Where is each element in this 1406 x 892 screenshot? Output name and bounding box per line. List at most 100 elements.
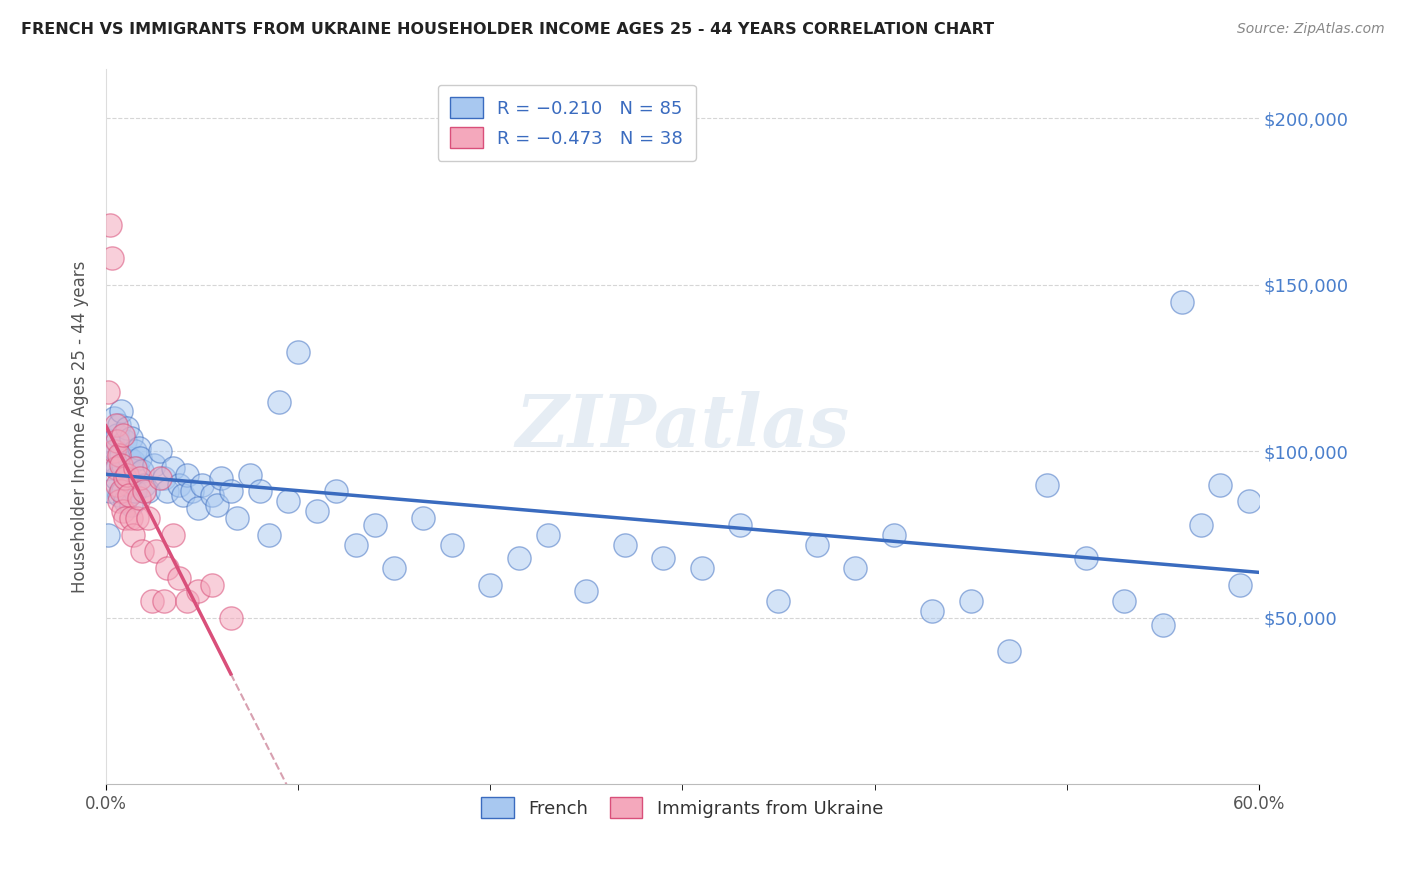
Point (104, 471, 127, 485)
Point (103, 444, 125, 458)
Point (121, 527, 143, 541)
Point (167, 571, 190, 585)
Point (1074, 551, 1097, 566)
Point (1114, 594, 1136, 608)
Point (249, 484, 271, 499)
Point (209, 471, 232, 485)
Point (267, 394, 290, 409)
Point (98, 218, 121, 232)
Point (162, 527, 184, 541)
Point (1229, 577, 1251, 591)
Point (107, 434, 129, 449)
Point (883, 527, 905, 541)
Point (152, 471, 174, 485)
Point (118, 477, 141, 491)
Point (412, 511, 434, 525)
Point (613, 538, 636, 552)
Point (107, 461, 129, 475)
Point (1237, 494, 1260, 508)
Point (1209, 477, 1232, 491)
Point (108, 448, 131, 462)
Point (959, 594, 981, 608)
Point (104, 461, 127, 475)
Point (110, 458, 132, 472)
Point (200, 488, 222, 502)
Point (156, 561, 179, 575)
Point (149, 471, 172, 485)
Point (120, 431, 142, 445)
Point (239, 467, 262, 482)
Text: ZIPatlas: ZIPatlas (516, 391, 849, 462)
Point (104, 417, 127, 432)
Point (112, 504, 135, 518)
Point (277, 494, 299, 508)
Point (107, 427, 129, 442)
Point (149, 444, 172, 458)
Point (114, 434, 136, 449)
Point (104, 444, 127, 458)
Point (162, 461, 184, 475)
Point (172, 488, 194, 502)
Point (1189, 517, 1212, 532)
Point (187, 501, 209, 516)
Point (129, 451, 152, 466)
Point (652, 551, 675, 566)
Point (121, 454, 143, 468)
Point (440, 538, 463, 552)
Point (134, 484, 156, 499)
Point (107, 477, 129, 491)
Point (142, 458, 165, 472)
Point (128, 491, 150, 505)
Point (181, 484, 204, 499)
Point (112, 427, 135, 442)
Text: FRENCH VS IMMIGRANTS FROM UKRAINE HOUSEHOLDER INCOME AGES 25 - 44 YEARS CORRELAT: FRENCH VS IMMIGRANTS FROM UKRAINE HOUSEH… (21, 22, 994, 37)
Point (114, 494, 136, 508)
Point (167, 477, 190, 491)
Point (257, 527, 280, 541)
Point (382, 561, 405, 575)
Point (118, 488, 141, 502)
Point (100, 434, 122, 449)
Point (806, 538, 828, 552)
Point (728, 517, 751, 532)
Point (112, 458, 135, 472)
Point (176, 467, 198, 482)
Point (225, 511, 247, 525)
Point (325, 484, 347, 499)
Point (191, 477, 214, 491)
Point (108, 494, 131, 508)
Point (115, 421, 138, 435)
Point (156, 484, 179, 499)
Point (768, 594, 790, 608)
Point (364, 517, 387, 532)
Point (124, 484, 146, 499)
Point (108, 417, 131, 432)
Point (125, 511, 148, 525)
Point (114, 471, 136, 485)
Point (112, 484, 135, 499)
Point (129, 471, 152, 485)
Point (136, 484, 159, 499)
Point (110, 448, 132, 462)
Point (134, 477, 156, 491)
Point (141, 594, 163, 608)
Point (124, 444, 146, 458)
Point (307, 504, 329, 518)
Point (1152, 617, 1174, 632)
Point (110, 484, 132, 499)
Point (120, 498, 142, 512)
Point (108, 488, 131, 502)
Point (100, 252, 122, 266)
Point (145, 544, 167, 558)
Legend: French, Immigrants from Ukraine: French, Immigrants from Ukraine (474, 790, 890, 825)
Point (115, 467, 138, 482)
Point (1036, 477, 1059, 491)
Point (207, 498, 229, 512)
Point (479, 577, 502, 591)
Point (97, 384, 120, 399)
Point (131, 465, 153, 479)
Point (1171, 294, 1194, 309)
Point (115, 467, 138, 482)
Point (219, 484, 242, 499)
Point (118, 451, 141, 466)
